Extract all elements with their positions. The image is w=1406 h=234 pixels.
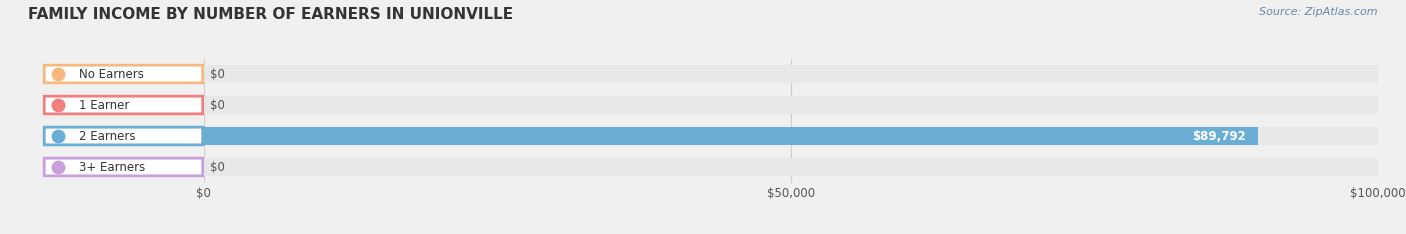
Bar bbox=[204, 96, 1378, 113]
Text: 1 Earner: 1 Earner bbox=[79, 99, 129, 112]
Bar bbox=[204, 128, 1378, 145]
Bar bbox=[204, 66, 1378, 83]
Text: Source: ZipAtlas.com: Source: ZipAtlas.com bbox=[1260, 7, 1378, 17]
Text: No Earners: No Earners bbox=[79, 67, 145, 80]
Text: 2 Earners: 2 Earners bbox=[79, 129, 136, 143]
Text: $0: $0 bbox=[209, 67, 225, 80]
FancyBboxPatch shape bbox=[44, 96, 202, 114]
Text: 3+ Earners: 3+ Earners bbox=[79, 161, 146, 174]
FancyBboxPatch shape bbox=[44, 65, 202, 83]
Text: $0: $0 bbox=[209, 99, 225, 112]
Text: $0: $0 bbox=[209, 161, 225, 174]
Bar bbox=[204, 158, 1378, 176]
FancyBboxPatch shape bbox=[44, 127, 202, 145]
Text: $89,792: $89,792 bbox=[1192, 129, 1246, 143]
FancyBboxPatch shape bbox=[44, 158, 202, 176]
Bar bbox=[204, 128, 1258, 145]
Text: FAMILY INCOME BY NUMBER OF EARNERS IN UNIONVILLE: FAMILY INCOME BY NUMBER OF EARNERS IN UN… bbox=[28, 7, 513, 22]
